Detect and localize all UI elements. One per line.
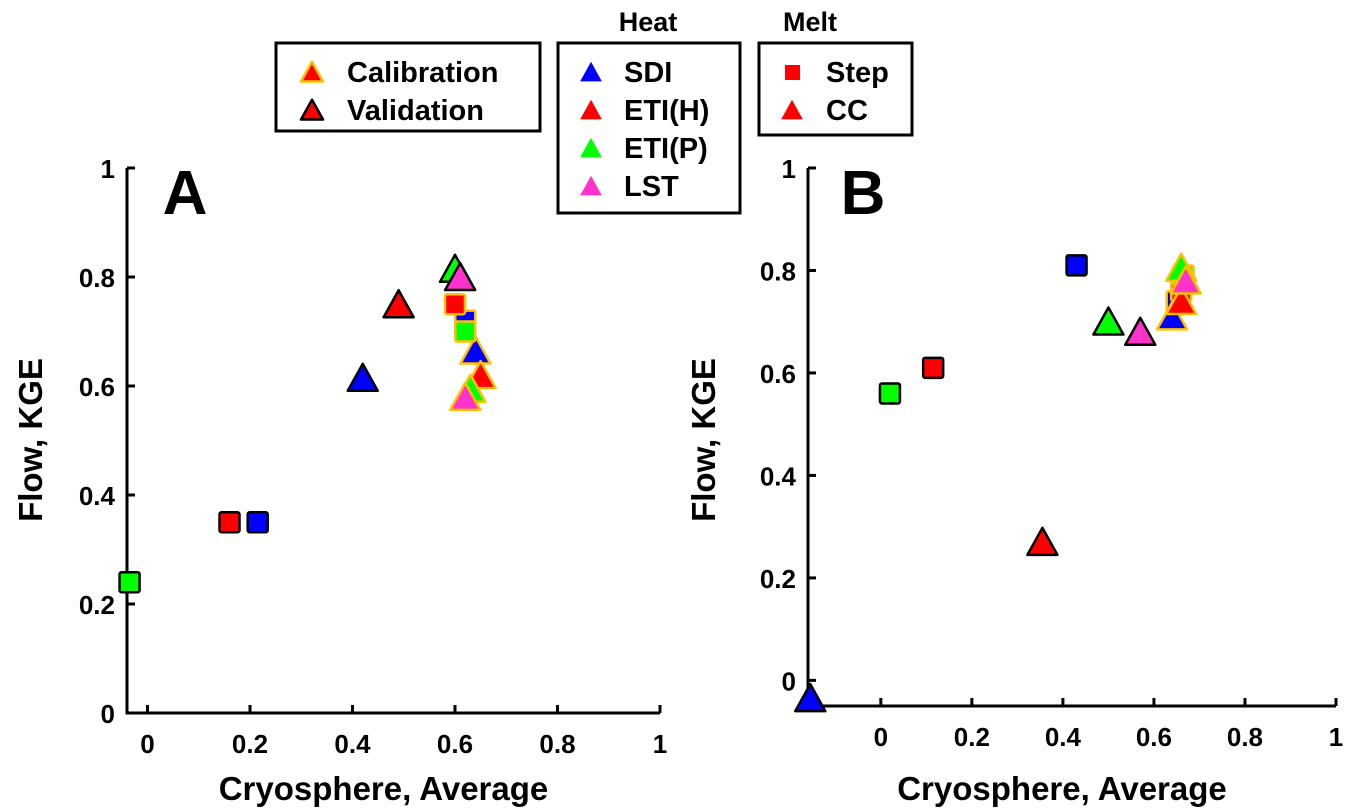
x-tick-label: 0.4 bbox=[1045, 722, 1082, 752]
point-calibration-eti-p-step bbox=[454, 320, 477, 343]
point-validation-sdi-cc bbox=[346, 362, 379, 393]
x-tick-label: 0 bbox=[140, 729, 154, 759]
legend-marker-sdi bbox=[580, 61, 602, 82]
x-tick-label: 0.6 bbox=[1136, 722, 1172, 752]
legend-dataset-entries: Calibration Validation bbox=[299, 57, 498, 127]
legend-heat-entries: SDI ETI(H) ETI(P) LST bbox=[580, 57, 709, 203]
legend-label-lst: LST bbox=[624, 171, 679, 203]
point-calibration-sdi-cc bbox=[1155, 301, 1189, 331]
point-calibration-eti-h-step bbox=[443, 293, 467, 316]
y-tick-label: 0.2 bbox=[760, 564, 796, 594]
point-validation-eti-p-step bbox=[118, 570, 141, 594]
legend-melt: Melt Step CC bbox=[757, 7, 914, 137]
y-tick-label: 0.6 bbox=[760, 359, 796, 389]
legend-label-eti-h: ETI(H) bbox=[624, 95, 709, 127]
x-tick-label: 0.2 bbox=[232, 729, 268, 759]
legend-label-validation: Validation bbox=[347, 95, 484, 127]
point-calibration-sdi-cc bbox=[459, 335, 492, 365]
x-tick-label: 0.8 bbox=[1227, 722, 1263, 752]
legend-label-calibration: Calibration bbox=[347, 57, 498, 89]
legend-marker-calibration bbox=[299, 60, 325, 83]
y-tick-label: 1 bbox=[101, 154, 115, 184]
point-validation-sdi-step bbox=[1065, 254, 1088, 277]
legend-marker-step bbox=[785, 65, 800, 80]
panel-label: B bbox=[841, 159, 886, 228]
point-calibration-lst-cc bbox=[449, 381, 482, 412]
x-tick-label: 0.8 bbox=[539, 729, 575, 759]
y-axis-label: Flow, KGE bbox=[12, 358, 49, 522]
chart-panels: 0 0.2 0.4 0.6 0.8 1 0 0.2 0.4 0.6 0.8 1 Cryosphere, … bbox=[12, 154, 1343, 807]
legend-marker-cc bbox=[781, 99, 803, 120]
x-tick-label: 0 bbox=[874, 722, 888, 752]
point-validation-eti-h-step bbox=[218, 511, 241, 534]
y-tick-label: 0.4 bbox=[760, 461, 797, 491]
x-axis-label: Cryosphere, Average bbox=[897, 770, 1227, 807]
y-tick-label: 0 bbox=[101, 699, 115, 729]
legend-label-step: Step bbox=[826, 57, 889, 89]
y-tick-label: 0.8 bbox=[79, 263, 115, 293]
legend-melt-title: Melt bbox=[783, 7, 837, 37]
y-tick-label: 0.8 bbox=[760, 256, 796, 286]
legend-label-cc: CC bbox=[826, 95, 868, 127]
y-tick-label: 0.4 bbox=[79, 481, 116, 511]
point-validation-eti-p-cc bbox=[1092, 306, 1125, 336]
y-tick-label: 0 bbox=[782, 666, 796, 696]
point-validation-sdi-step bbox=[246, 511, 269, 534]
legend-marker-eti-p bbox=[580, 137, 602, 158]
point-validation-lst-cc bbox=[443, 261, 477, 292]
panel-label: A bbox=[163, 159, 208, 228]
point-validation-eti-h-cc bbox=[382, 288, 415, 319]
legend-melt-entries: Step CC bbox=[781, 57, 889, 127]
x-tick-label: 1 bbox=[1329, 722, 1343, 752]
point-validation-sdi-cc bbox=[794, 682, 827, 713]
legend-label-eti-p: ETI(P) bbox=[624, 133, 708, 165]
y-tick-label: 0.2 bbox=[79, 590, 115, 620]
point-validation-eti-h-cc bbox=[1026, 526, 1059, 557]
panel-b: 0 0.2 0.4 0.6 0.8 1 0 0.2 0.4 0.6 0.8 1 Cryosphere, … bbox=[685, 154, 1343, 807]
point-validation-lst-cc bbox=[1124, 316, 1157, 347]
x-tick-label: 0.6 bbox=[437, 729, 473, 759]
point-calibration-lst-cc bbox=[1169, 265, 1203, 295]
legend-heat-title: Heat bbox=[619, 7, 678, 37]
y-tick-label: 1 bbox=[782, 154, 796, 184]
x-tick-label: 0.2 bbox=[954, 722, 990, 752]
legend-marker-lst bbox=[580, 175, 602, 196]
y-axis-label: Flow, KGE bbox=[685, 358, 722, 522]
legend-dataset: Calibration Validation bbox=[274, 41, 542, 133]
x-axis-label: Cryosphere, Average bbox=[219, 770, 549, 807]
legend-marker-validation bbox=[299, 98, 325, 121]
y-tick-label: 0.6 bbox=[79, 372, 115, 402]
legend-melt-box bbox=[757, 41, 914, 137]
x-tick-label: 1 bbox=[653, 729, 667, 759]
legend-heat: Heat SDI ETI(H) ETI(P) LST bbox=[556, 7, 742, 215]
legend-marker-eti-h bbox=[580, 99, 602, 120]
point-calibration-eti-h-cc bbox=[1164, 285, 1198, 316]
point-validation-eti-h-step bbox=[921, 356, 945, 380]
panel-a: 0 0.2 0.4 0.6 0.8 1 0 0.2 0.4 0.6 0.8 1 Cryosphere, … bbox=[12, 154, 667, 807]
legend-label-sdi: SDI bbox=[624, 57, 672, 89]
point-validation-eti-p-step bbox=[878, 382, 902, 405]
x-tick-label: 0.4 bbox=[334, 729, 371, 759]
